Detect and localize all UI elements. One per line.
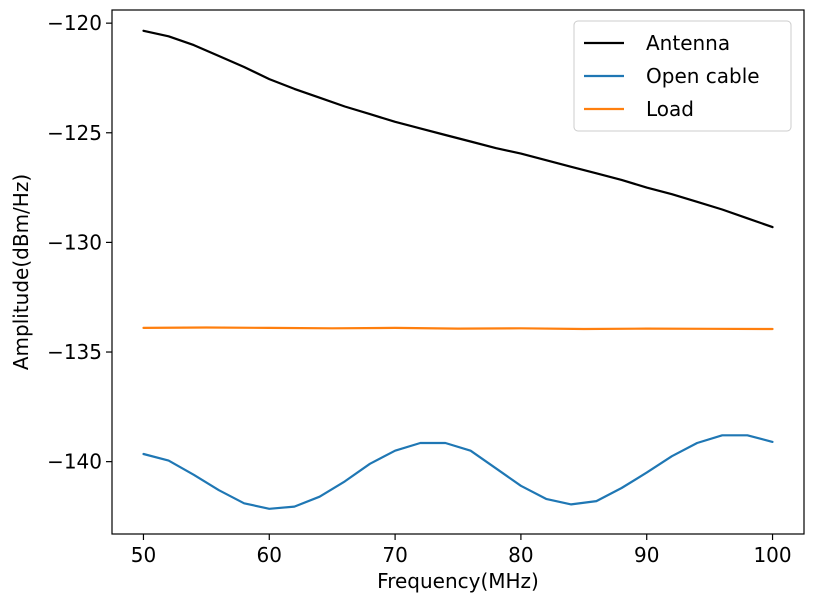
y-tick-label: −140 [47,450,102,474]
series-line-open-cable [142,434,774,510]
y-tick-label: −135 [47,340,102,364]
x-tick-label: 90 [634,543,659,567]
y-tick-label: −120 [47,11,102,35]
x-tick-label: 50 [131,543,156,567]
x-tick-label: 100 [753,543,791,567]
series-layer [142,29,774,510]
legend-label-antenna: Antenna [646,31,730,55]
x-tick-label: 80 [508,543,533,567]
x-axis-label: Frequency(MHz) [377,569,539,593]
x-tick-label: 60 [257,543,282,567]
legend: Antenna Open cable Load [573,20,792,132]
x-axis: 50 60 70 80 90 100 [131,534,792,567]
legend-label-load: Load [646,97,694,121]
y-tick-label: −130 [47,230,102,254]
legend-label-open-cable: Open cable [646,64,760,88]
y-axis-label: Amplitude(dBm/Hz) [9,174,33,370]
series-line-antenna [142,29,774,229]
series-line-load [142,326,774,331]
y-axis: −120 −125 −130 −135 −140 [47,11,112,474]
legend-box [573,20,792,132]
y-tick-label: −125 [47,121,102,145]
plot-area-frame [111,9,805,535]
x-tick-label: 70 [382,543,407,567]
